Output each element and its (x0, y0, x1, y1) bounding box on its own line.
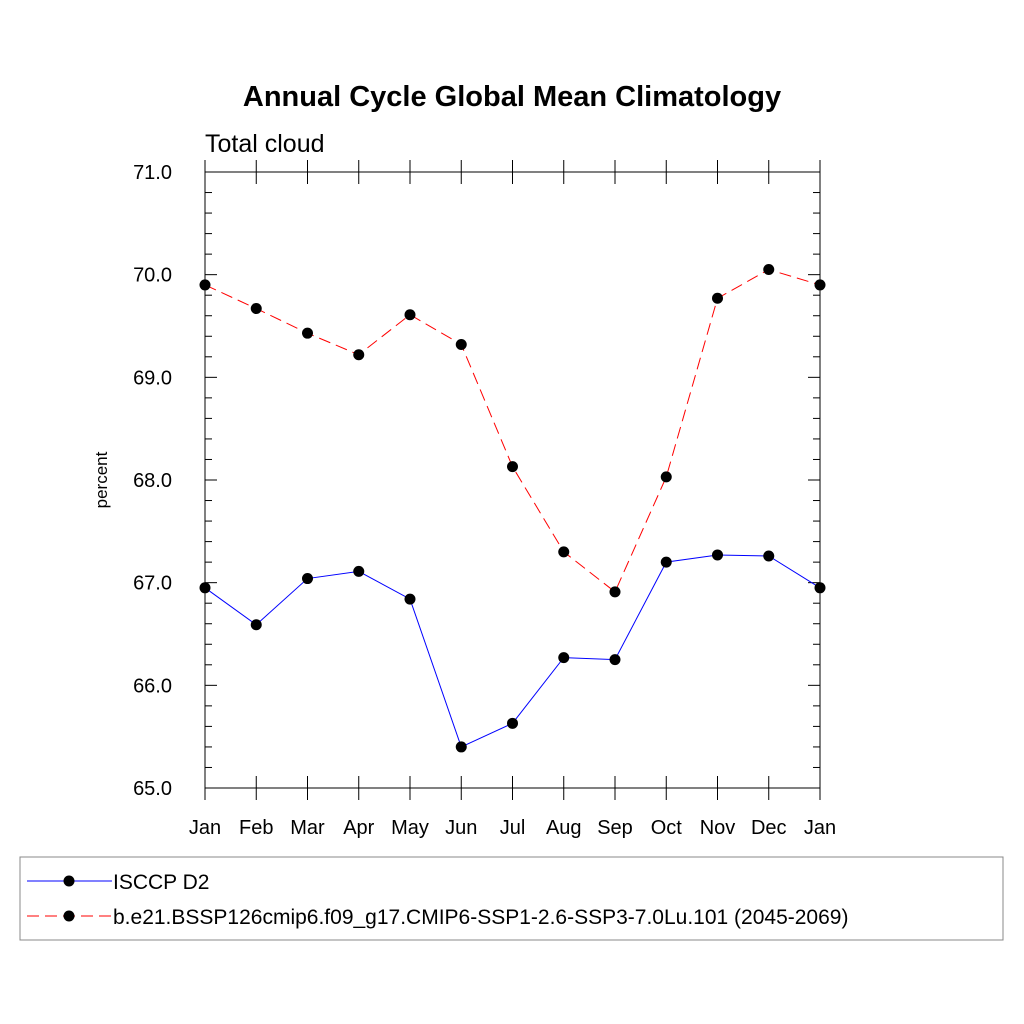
data-point-1 (558, 546, 570, 558)
legend-marker-0 (63, 875, 75, 887)
x-tick-label: Jun (445, 817, 477, 839)
x-tick-label: Apr (343, 817, 374, 839)
legend: ISCCP D2 b.e21.BSSP126cmip6.f09_g17.CMIP6… (19, 856, 1004, 941)
chart-title: Annual Cycle Global Mean Climatology (243, 81, 781, 113)
data-point-1 (507, 461, 518, 473)
data-point-0 (250, 619, 262, 631)
series-line-1 (204, 268, 821, 593)
data-point-1 (302, 327, 313, 339)
y-tick-label: 70.0 (133, 265, 172, 287)
data-point-0 (404, 593, 416, 605)
plot-frame (204, 171, 821, 789)
x-tick-label: Sep (597, 817, 633, 839)
tick-labels: Jan Feb Mar Apr May Jun Jul Aug Sep Oct Nov Dec Jan 6… (133, 162, 836, 839)
x-tick-label: Feb (239, 817, 273, 839)
legend-label-1: b.e21.BSSP126cmip6.f09_g17.CMIP6-SSP1-2.… (113, 906, 848, 929)
x-tick-label: Mar (290, 817, 325, 839)
data-point-1 (250, 303, 262, 315)
y-axis-label: percent (92, 451, 111, 508)
y-tick-label: 66.0 (133, 675, 172, 697)
legend-label-0: ISCCP D2 (113, 871, 209, 894)
x-tick-label: Oct (651, 817, 683, 839)
data-point-0 (660, 556, 672, 568)
series-layer (199, 264, 826, 753)
x-tick-label: May (391, 817, 429, 839)
y-tick-label: 65.0 (133, 778, 172, 800)
y-tick-label: 71.0 (133, 162, 172, 184)
x-tick-label: Aug (546, 817, 582, 839)
data-point-0 (353, 565, 365, 577)
data-point-0 (712, 549, 723, 561)
data-point-1 (455, 338, 467, 350)
x-tick-label: Jul (500, 817, 526, 839)
y-tick-label: 69.0 (133, 367, 172, 389)
data-point-0 (763, 550, 775, 562)
data-point-1 (353, 349, 365, 361)
data-point-1 (404, 309, 416, 321)
data-point-1 (609, 586, 621, 598)
legend-box (19, 856, 1004, 941)
y-tick-label: 67.0 (133, 573, 172, 595)
axis-ticks (204, 160, 821, 800)
data-point-1 (660, 471, 672, 483)
data-point-1 (712, 292, 723, 304)
x-tick-label: Jan (804, 817, 836, 839)
data-point-0 (302, 573, 313, 585)
y-tick-label: 68.0 (133, 470, 172, 492)
legend-marker-1 (63, 910, 75, 922)
chart-subtitle: Total cloud (205, 130, 325, 158)
x-tick-label: Jan (189, 817, 221, 839)
x-tick-label: Nov (700, 817, 736, 839)
x-tick-label: Dec (751, 817, 787, 839)
data-point-0 (558, 652, 570, 664)
data-point-1 (763, 264, 775, 276)
data-point-0 (609, 654, 621, 666)
data-point-0 (455, 741, 467, 753)
data-point-0 (507, 717, 518, 729)
